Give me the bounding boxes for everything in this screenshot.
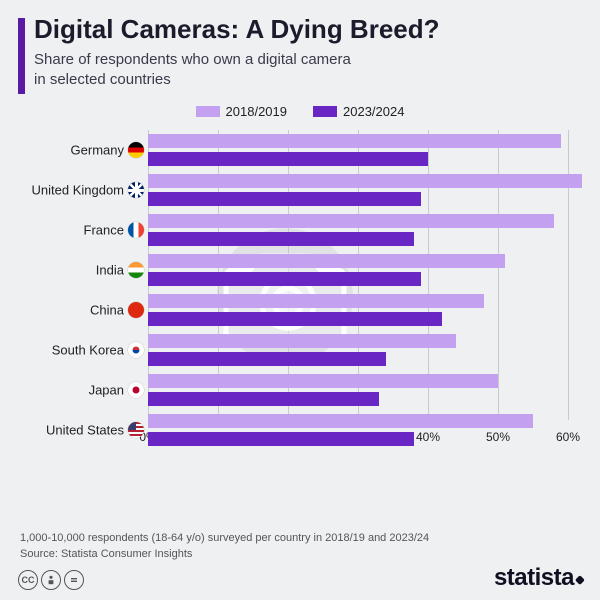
by-badge (41, 570, 61, 590)
footnote: 1,000-10,000 respondents (18-64 y/o) sur… (20, 531, 580, 546)
source-line: Source: Statista Consumer Insights (20, 548, 192, 560)
bar-group (148, 133, 568, 167)
bar-series-a (148, 294, 484, 308)
bar-series-b (148, 192, 421, 206)
bar-group (148, 253, 568, 287)
bar-group (148, 413, 568, 447)
chart-row: India (18, 250, 582, 290)
legend-item-a: 2018/2019 (196, 104, 287, 119)
bar-group (148, 373, 568, 407)
bar-group (148, 213, 568, 247)
flag-icon (128, 182, 144, 198)
flag-icon (128, 422, 144, 438)
legend: 2018/2019 2023/2024 (0, 104, 600, 119)
flag-icon (128, 302, 144, 318)
brand-text: statista (494, 564, 574, 591)
country-label: Japan (18, 383, 124, 398)
legend-item-b: 2023/2024 (313, 104, 404, 119)
bar-series-b (148, 312, 442, 326)
page-title: Digital Cameras: A Dying Breed? (34, 14, 440, 45)
bar-series-a (148, 254, 505, 268)
country-label: Germany (18, 143, 124, 158)
cc-badge: CC (18, 570, 38, 590)
bar-series-b (148, 352, 386, 366)
chart-row: United States (18, 410, 582, 450)
bar-group (148, 293, 568, 327)
brand-logo: statista (494, 564, 582, 592)
country-label: China (18, 303, 124, 318)
flag-icon (128, 142, 144, 158)
accent-bar (18, 18, 25, 94)
country-label: India (18, 263, 124, 278)
flag-icon (128, 382, 144, 398)
bar-group (148, 173, 568, 207)
license-badges: CC (18, 570, 84, 590)
country-label: United Kingdom (18, 183, 124, 198)
country-label: United States (18, 423, 124, 438)
bar-series-b (148, 432, 414, 446)
chart: 0%10%20%30%40%50%60% GermanyUnited Kingd… (18, 130, 582, 480)
flag-icon (128, 222, 144, 238)
chart-row: Germany (18, 130, 582, 170)
bar-series-b (148, 272, 421, 286)
chart-row: Japan (18, 370, 582, 410)
flag-icon (128, 342, 144, 358)
chart-row: France (18, 210, 582, 250)
bar-series-a (148, 374, 498, 388)
chart-row: South Korea (18, 330, 582, 370)
legend-label-b: 2023/2024 (343, 104, 404, 119)
nd-badge (64, 570, 84, 590)
bar-group (148, 333, 568, 367)
bar-series-a (148, 414, 533, 428)
bar-series-a (148, 134, 561, 148)
brand-dot (575, 575, 585, 585)
chart-row: China (18, 290, 582, 330)
bar-series-b (148, 392, 379, 406)
bar-series-a (148, 174, 582, 188)
flag-icon (128, 262, 144, 278)
legend-swatch-a (196, 106, 220, 117)
subtitle: Share of respondents who own a digital c… (34, 50, 351, 91)
legend-label-a: 2018/2019 (226, 104, 287, 119)
bar-series-a (148, 334, 456, 348)
bar-series-b (148, 232, 414, 246)
bar-series-a (148, 214, 554, 228)
legend-swatch-b (313, 106, 337, 117)
chart-row: United Kingdom (18, 170, 582, 210)
bar-series-b (148, 152, 428, 166)
country-label: South Korea (18, 343, 124, 358)
country-label: France (18, 223, 124, 238)
